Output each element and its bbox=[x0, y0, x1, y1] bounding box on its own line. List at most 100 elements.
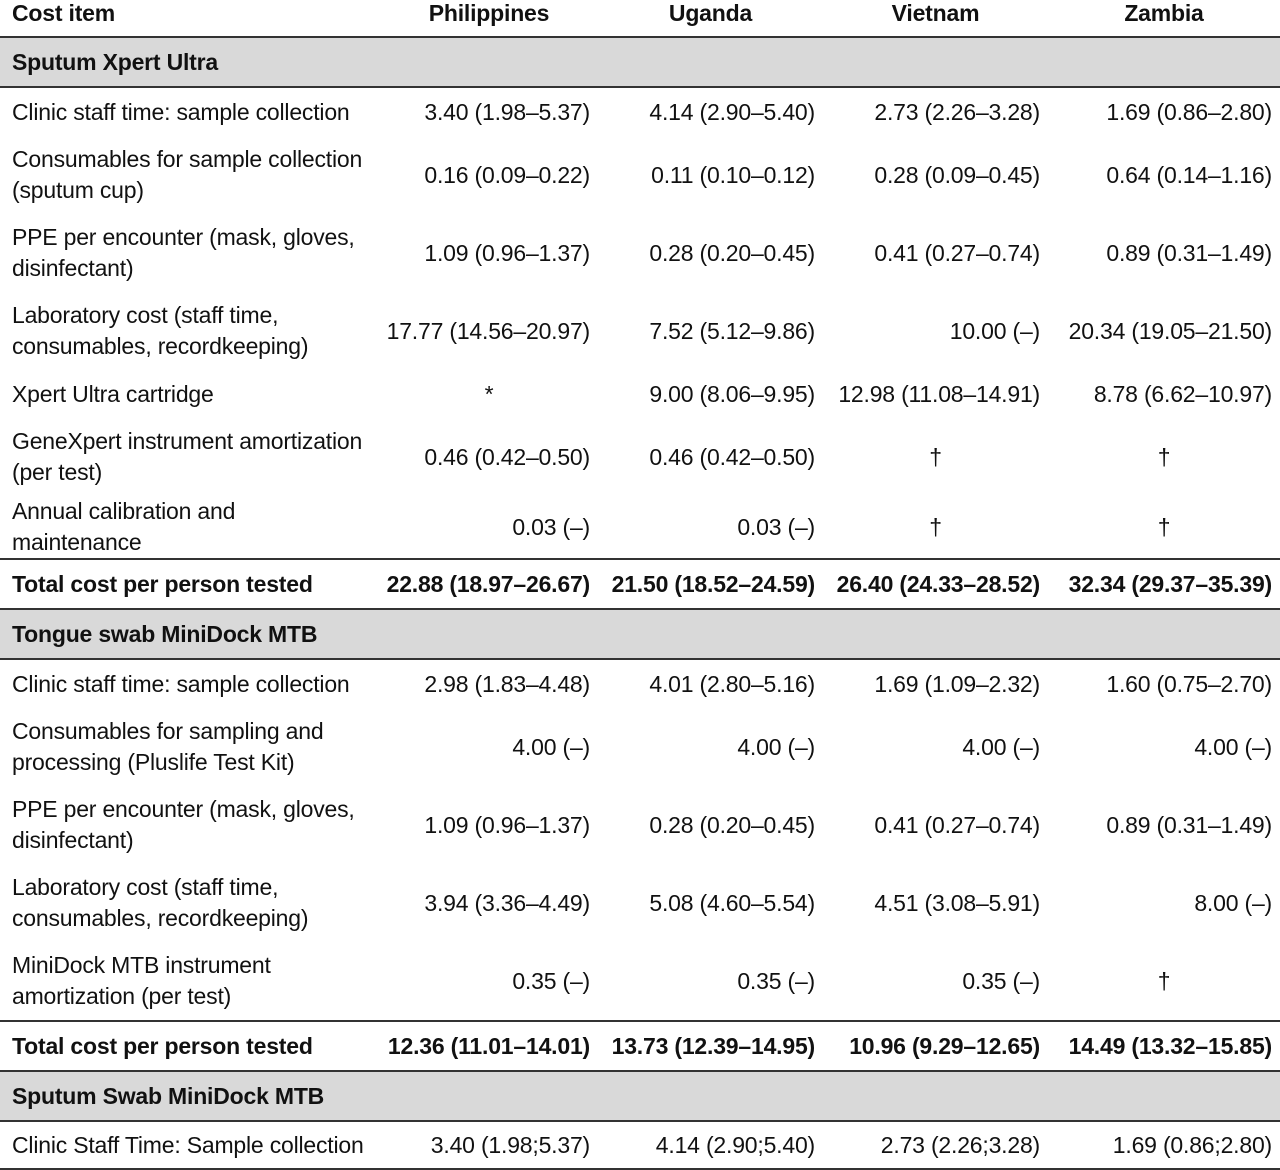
table-row: PPE per encounter (mask, gloves, disinfe… bbox=[0, 786, 1280, 864]
cell-value: 3.40 (1.98;5.37) bbox=[380, 1121, 598, 1170]
cell-value: 0.11 (0.10–0.12) bbox=[651, 161, 815, 188]
cell-value: 0.64 (0.14–1.16) bbox=[1106, 161, 1272, 188]
cell-value: 20.34 (19.05–21.50) bbox=[1068, 317, 1273, 344]
cell-value: 12.98 (11.08–14.91) bbox=[838, 380, 1040, 407]
cell-value: 0.28 (0.20–0.45) bbox=[649, 811, 815, 838]
section-header-row: Sputum Swab MiniDock MTB bbox=[0, 1070, 1280, 1122]
total-value: 21.50 (18.52–24.59) bbox=[598, 558, 823, 609]
row-label: Xpert Ultra cartridge bbox=[12, 380, 214, 407]
total-label: Total cost per person tested bbox=[0, 558, 380, 609]
cell-value: 4.00 (–) bbox=[962, 733, 1040, 760]
cell-value: 2.73 (2.26–3.28) bbox=[874, 98, 1040, 125]
cell-value: 0.35 (–) bbox=[512, 967, 590, 994]
section-title: Tongue swab MiniDock MTB bbox=[0, 608, 1280, 660]
table-row: MiniDock MTB instrument amortization (pe… bbox=[0, 942, 1280, 1021]
cell-value: 4.00 (–) bbox=[1194, 733, 1272, 760]
row-label: Annual calibration and maintenance bbox=[12, 498, 236, 555]
table-row: GeneXpert instrument amortization (per t… bbox=[0, 418, 1280, 496]
table-row: PPE per encounter (mask, gloves, disinfe… bbox=[0, 214, 1280, 292]
cell-value: 2.73 (2.26;3.28) bbox=[823, 1121, 1048, 1170]
header-philippines: Philippines bbox=[428, 0, 550, 26]
cell-value: 1.69 (0.86–2.80) bbox=[1106, 98, 1272, 125]
row-label: Clinic staff time: sample collection bbox=[12, 670, 350, 697]
table-row: Laboratory cost (staff time, consumables… bbox=[0, 864, 1280, 942]
cell-value: 0.03 (–) bbox=[512, 513, 590, 540]
row-label: PPE per encounter (mask, gloves, disinfe… bbox=[12, 224, 355, 281]
cell-value: 0.41 (0.27–0.74) bbox=[874, 811, 1040, 838]
cell-value: 0.03 (–) bbox=[737, 513, 815, 540]
cell-value: 0.89 (0.31–1.49) bbox=[1106, 811, 1272, 838]
cell-value: 5.08 (4.60–5.54) bbox=[649, 889, 815, 916]
section-header-row: Sputum Xpert Ultra bbox=[0, 36, 1280, 88]
cell-value: 4.51 (3.08–5.91) bbox=[874, 889, 1040, 916]
total-row: Total cost per person tested 22.88 (18.9… bbox=[0, 558, 1280, 609]
section-title: Sputum Xpert Ultra bbox=[0, 36, 1280, 88]
cell-value: 0.41 (0.27–0.74) bbox=[874, 239, 1040, 266]
table-row: Annual calibration and maintenance 0.03 … bbox=[0, 496, 1280, 559]
total-value: 22.88 (18.97–26.67) bbox=[380, 558, 598, 609]
total-value: 26.40 (24.33–28.52) bbox=[823, 558, 1048, 609]
cell-value: 1.60 (0.75–2.70) bbox=[1106, 670, 1272, 697]
cell-value: 10.00 (–) bbox=[949, 317, 1040, 344]
cell-value: 4.14 (2.90;5.40) bbox=[598, 1121, 823, 1170]
cell-value: 4.00 (–) bbox=[737, 733, 815, 760]
row-label: Laboratory cost (staff time, consumables… bbox=[12, 874, 309, 931]
header-row: Cost item Philippines Uganda Vietnam Zam… bbox=[0, 0, 1280, 37]
row-label: Consumables for sampling and processing … bbox=[12, 718, 324, 775]
row-label: Laboratory cost (staff time, consumables… bbox=[12, 302, 309, 359]
cell-value: † bbox=[929, 513, 942, 540]
table-row: Consumables for sampling and processing … bbox=[0, 708, 1280, 786]
cell-value: 7.52 (5.12–9.86) bbox=[649, 317, 815, 344]
cell-value: 0.35 (–) bbox=[962, 967, 1040, 994]
cell-value: * bbox=[484, 380, 494, 407]
cell-value: 8.00 (–) bbox=[1194, 889, 1272, 916]
cell-value: 4.14 (2.90–5.40) bbox=[649, 98, 815, 125]
cell-value: 4.00 (–) bbox=[512, 733, 590, 760]
cell-value: 0.35 (–) bbox=[737, 967, 815, 994]
header-vietnam: Vietnam bbox=[891, 0, 980, 26]
cell-value: 0.28 (0.09–0.45) bbox=[874, 161, 1040, 188]
table-row: Xpert Ultra cartridge * 9.00 (8.06–9.95)… bbox=[0, 370, 1280, 418]
cell-value: † bbox=[1157, 513, 1171, 540]
cell-value: 1.69 (1.09–2.32) bbox=[874, 670, 1040, 697]
cell-value: 1.09 (0.96–1.37) bbox=[424, 811, 590, 838]
header-cost-item: Cost item bbox=[12, 0, 115, 26]
table-row: Laboratory cost (staff time, consumables… bbox=[0, 292, 1280, 370]
section-header-row: Tongue swab MiniDock MTB bbox=[0, 608, 1280, 660]
row-label: MiniDock MTB instrument amortization (pe… bbox=[12, 952, 271, 1009]
row-label: Consumables for sample collection (sputu… bbox=[12, 146, 363, 203]
cell-value: 2.98 (1.83–4.48) bbox=[424, 670, 590, 697]
cell-value: 3.94 (3.36–4.49) bbox=[424, 889, 590, 916]
header-zambia: Zambia bbox=[1124, 0, 1204, 26]
table-row: Clinic staff time: sample collection 3.4… bbox=[0, 87, 1280, 136]
cell-value: † bbox=[1157, 967, 1171, 994]
cell-value: 0.46 (0.42–0.50) bbox=[424, 443, 590, 470]
row-label: Clinic Staff Time: Sample collection bbox=[0, 1121, 380, 1170]
cell-value: 0.46 (0.42–0.50) bbox=[649, 443, 815, 470]
total-row: Total cost per person tested 12.36 (11.0… bbox=[0, 1020, 1280, 1071]
cell-value: 9.00 (8.06–9.95) bbox=[649, 380, 815, 407]
total-value: 14.49 (13.32–15.85) bbox=[1048, 1020, 1280, 1071]
cell-value: 0.89 (0.31–1.49) bbox=[1106, 239, 1272, 266]
table-row: Clinic staff time: sample collection 2.9… bbox=[0, 659, 1280, 708]
cell-value: 8.78 (6.62–10.97) bbox=[1093, 380, 1272, 407]
table-row: Consumables for sample collection (sputu… bbox=[0, 136, 1280, 214]
cell-value: 0.28 (0.20–0.45) bbox=[649, 239, 815, 266]
total-label: Total cost per person tested bbox=[0, 1020, 380, 1071]
cell-value: 0.16 (0.09–0.22) bbox=[424, 161, 590, 188]
row-label: PPE per encounter (mask, gloves, disinfe… bbox=[12, 796, 355, 853]
row-label: GeneXpert instrument amortization (per t… bbox=[12, 428, 363, 485]
section-title: Sputum Swab MiniDock MTB bbox=[0, 1070, 1280, 1122]
table-row: Clinic Staff Time: Sample collection 3.4… bbox=[0, 1121, 1280, 1170]
total-value: 32.34 (29.37–35.39) bbox=[1048, 558, 1280, 609]
cell-value: † bbox=[1157, 443, 1171, 470]
cell-value: 3.40 (1.98–5.37) bbox=[424, 98, 590, 125]
cell-value: 1.69 (0.86;2.80) bbox=[1048, 1121, 1280, 1170]
total-value: 13.73 (12.39–14.95) bbox=[598, 1020, 823, 1071]
header-uganda: Uganda bbox=[668, 0, 753, 26]
total-value: 12.36 (11.01–14.01) bbox=[380, 1020, 598, 1071]
cell-value: 17.77 (14.56–20.97) bbox=[386, 317, 591, 344]
total-value: 10.96 (9.29–12.65) bbox=[823, 1020, 1048, 1071]
row-label: Clinic staff time: sample collection bbox=[12, 98, 350, 125]
